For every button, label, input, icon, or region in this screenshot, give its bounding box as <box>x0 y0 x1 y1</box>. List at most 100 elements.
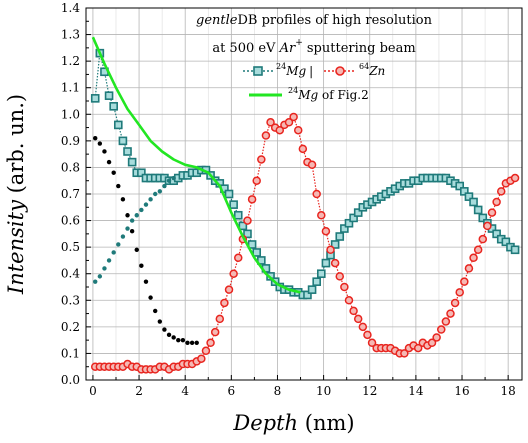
x-tick-label: 4 <box>181 384 189 398</box>
series-zn-point <box>446 309 455 318</box>
series-zn-point <box>317 211 326 220</box>
series-black-point <box>125 213 130 218</box>
series-zn-point <box>432 333 441 342</box>
series-black-point <box>102 149 107 154</box>
series-zn-point <box>307 160 317 170</box>
series-mg-point <box>104 91 114 100</box>
series-tealdot-point <box>129 218 135 223</box>
legend-zn-marker <box>335 66 345 76</box>
series-mg-point <box>90 94 100 103</box>
series-zn-point <box>266 118 275 127</box>
series-tealdot-point <box>157 189 163 194</box>
data-markers <box>90 36 520 374</box>
chart-title-line1: gentleDB profiles of high resolution <box>196 13 433 28</box>
series-black-point <box>97 141 103 146</box>
series-mg-point <box>455 181 465 191</box>
series-black-point <box>166 332 172 338</box>
series-mg-point <box>123 147 132 156</box>
series-tealdot-point <box>162 183 167 189</box>
y-tick-label: 0.6 <box>61 214 80 228</box>
series-tealdot-point <box>111 250 116 255</box>
x-tick-label: 10 <box>316 384 331 398</box>
series-zn-point <box>289 112 298 122</box>
series-zn-point <box>427 338 437 348</box>
series-zn-point <box>455 288 464 297</box>
y-axis-title-italic: Intensity <box>4 199 28 295</box>
series-mg-point <box>335 232 345 241</box>
series-mg-point <box>127 157 137 167</box>
series-zn-point <box>460 277 469 286</box>
series-zn-point <box>469 253 478 263</box>
series-zn-point <box>413 343 423 353</box>
legend-zn-label: Zn <box>368 64 385 78</box>
x-tick-label: 14 <box>408 384 424 398</box>
series-tealdot-point <box>120 234 126 239</box>
y-tick-label: 0.7 <box>61 187 80 201</box>
series-zn-point <box>464 264 474 273</box>
series-zn-point <box>496 187 506 196</box>
y-tick-label: 0.2 <box>61 320 80 334</box>
legend-zn-text: 64Zn <box>359 62 385 78</box>
series-zn-point <box>275 125 285 135</box>
series-zn-point <box>257 155 266 164</box>
series-zn-point <box>492 197 501 207</box>
y-tick-label: 1.3 <box>61 28 80 42</box>
y-tick-label: 0.1 <box>61 346 80 360</box>
series-tealdot-point <box>93 279 98 284</box>
series-zn-point <box>220 298 229 308</box>
series-mg-point <box>340 224 349 233</box>
title-prefix: at 500 eV <box>212 41 279 56</box>
series-black-point <box>111 170 116 175</box>
series-black-point <box>120 197 126 202</box>
series-zn-point <box>353 314 363 324</box>
series-zn-point <box>206 338 215 348</box>
series-black-point <box>143 279 149 284</box>
x-axis-title-unit: (nm) <box>298 411 355 435</box>
series-black-point <box>116 183 121 189</box>
series-zn-point <box>298 144 308 154</box>
series-mg-point <box>303 290 312 300</box>
series-black-point <box>176 337 181 343</box>
series-zn-point <box>284 118 294 127</box>
series-tealdot-point <box>102 266 107 271</box>
series-black-point <box>185 340 190 345</box>
series-mg-point <box>460 187 469 196</box>
series-tealdot-point <box>139 207 144 213</box>
title-ion: Ar <box>279 41 296 56</box>
series-mg-point <box>137 168 146 178</box>
series-fig2-line <box>91 36 301 294</box>
legend-zn-sup: 64 <box>359 62 369 71</box>
y-tick-label: 1.0 <box>61 107 80 121</box>
series-black-point <box>93 136 98 141</box>
series-mg-point <box>243 229 252 239</box>
x-tick-label: 2 <box>135 384 143 398</box>
y-axis-title-unit: (arb. un.) <box>4 94 28 200</box>
series-mg-point <box>109 102 118 111</box>
series-zn-point <box>197 354 206 363</box>
series-zn-point <box>234 253 243 263</box>
series-mg-point <box>501 237 511 247</box>
series-mg-point <box>349 213 358 223</box>
x-tick-label: 6 <box>228 384 236 398</box>
series-zn-point <box>335 272 345 281</box>
series-mg-point <box>312 277 321 286</box>
series-zn-point <box>441 317 451 326</box>
series-zn-point <box>478 234 488 244</box>
title-italic-part: gentle <box>196 13 238 28</box>
legend-fig2-label: Mg <box>297 88 318 102</box>
series-zn-point <box>344 296 354 305</box>
series-mg-point <box>464 192 474 201</box>
series-tealdot-point <box>148 197 153 202</box>
series-zn-point <box>367 338 377 348</box>
series-black-point <box>189 340 195 345</box>
series-zn-point <box>483 221 492 231</box>
x-axis-title: Depth (nm) <box>232 411 354 435</box>
x-tick-label: 0 <box>89 384 97 398</box>
legend-mg-label: Mg <box>285 64 306 78</box>
series-zn-point <box>330 258 340 268</box>
series-black-point <box>134 247 139 252</box>
title-ion-charge: + <box>295 38 303 48</box>
legend-fig2-sup: 24 <box>288 86 298 95</box>
series-zn-point <box>201 346 211 356</box>
series-tealdot-point <box>97 274 103 279</box>
